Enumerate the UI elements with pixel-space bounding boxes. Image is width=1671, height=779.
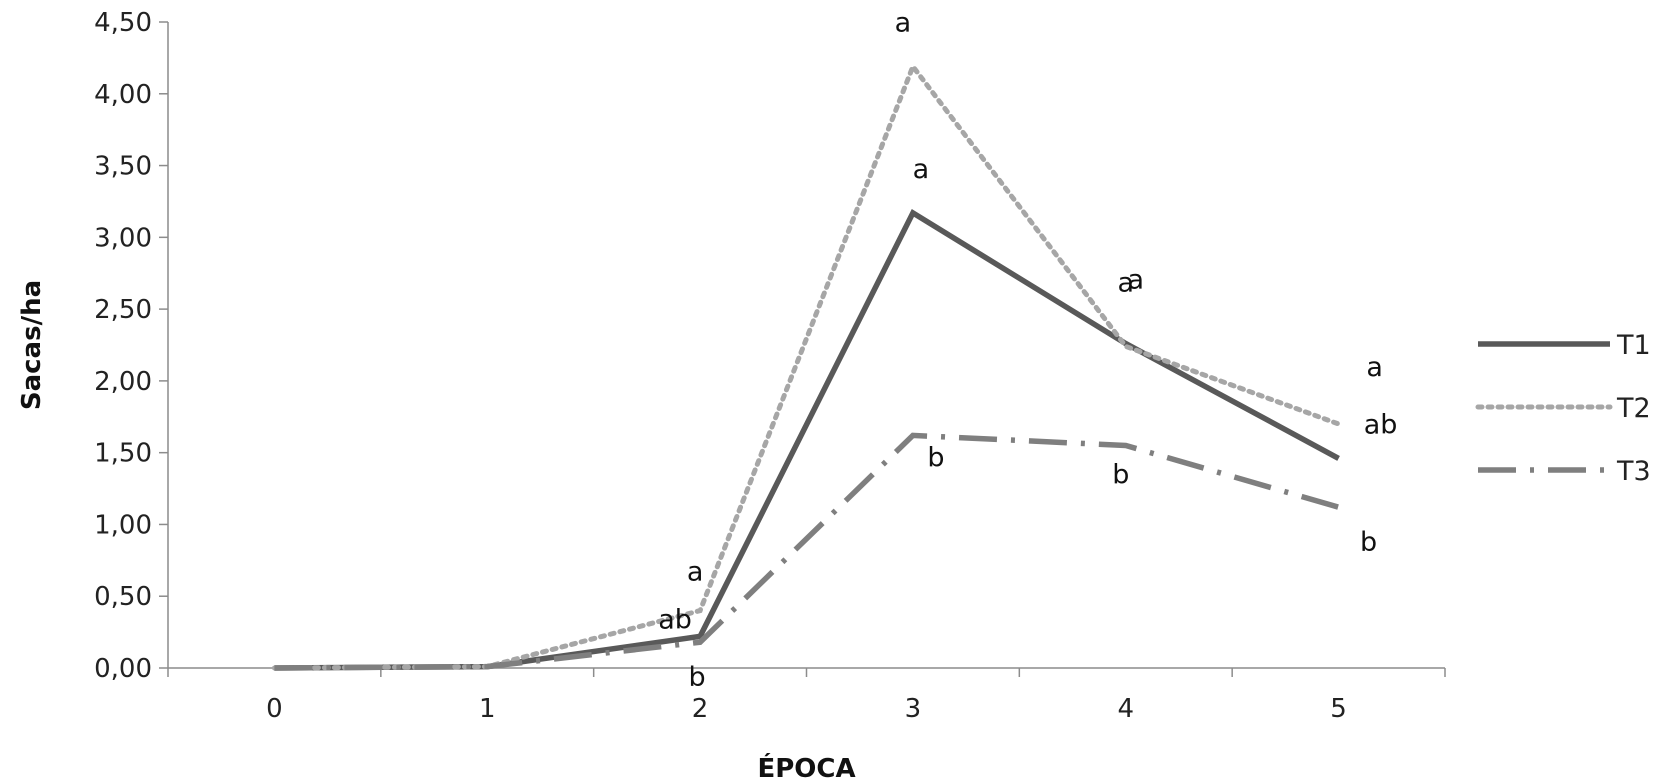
significance-label-t2: a bbox=[1128, 264, 1145, 295]
significance-label-t3: b bbox=[1360, 527, 1377, 558]
series-lines bbox=[271, 61, 1342, 671]
significance-label-t2: a bbox=[1366, 352, 1383, 383]
significance-label-t1: ab bbox=[1364, 409, 1398, 440]
x-tick-label: 5 bbox=[1330, 694, 1347, 724]
legend-label-t2: T2 bbox=[1616, 393, 1651, 424]
y-tick-label: 4,00 bbox=[94, 80, 152, 110]
y-tick-label: 3,00 bbox=[94, 223, 152, 253]
y-tick-label: 0,50 bbox=[94, 582, 152, 612]
legend: T1 T2 T3 bbox=[1475, 330, 1651, 487]
legend-label-t1: T1 bbox=[1616, 330, 1651, 361]
y-tick-label: 1,50 bbox=[94, 439, 152, 469]
x-axis-title: ÉPOCA bbox=[757, 752, 855, 779]
y-tick-label: 2,50 bbox=[94, 295, 152, 325]
x-tick-label: 2 bbox=[692, 694, 709, 724]
legend-label-t3: T3 bbox=[1616, 456, 1651, 487]
significance-label-t2: a bbox=[895, 8, 912, 39]
significance-label-t3: b bbox=[927, 442, 944, 473]
x-tick-label: 3 bbox=[905, 694, 922, 724]
significance-label-t3: b bbox=[1112, 460, 1129, 491]
axes: 0,00 0,50 1,00 1,50 2,00 2,50 3,00 3,50 4,00 4,50… bbox=[94, 8, 1446, 724]
y-axis-title: Sacas/ha bbox=[17, 280, 47, 410]
y-tick-label: 3,50 bbox=[94, 152, 152, 182]
significance-label-t3: b bbox=[689, 662, 706, 693]
significance-label-t1: ab bbox=[658, 604, 692, 635]
x-tick-label: 1 bbox=[479, 694, 496, 724]
y-tick-label: 4,50 bbox=[94, 8, 152, 38]
significance-label-t1: a bbox=[1118, 268, 1135, 299]
significance-label-t1: a bbox=[913, 154, 930, 185]
y-tick-label: 0,00 bbox=[94, 654, 152, 684]
x-tick-label: 0 bbox=[266, 694, 283, 724]
significance-label-t2: a bbox=[687, 557, 704, 588]
series-line-t1 bbox=[274, 208, 1340, 671]
x-tick-label: 4 bbox=[1117, 694, 1134, 724]
y-tick-label: 2,00 bbox=[94, 367, 152, 397]
series-line-t2 bbox=[271, 61, 1342, 671]
y-tick-label: 1,00 bbox=[94, 510, 152, 540]
series-line-t3 bbox=[274, 432, 1340, 671]
